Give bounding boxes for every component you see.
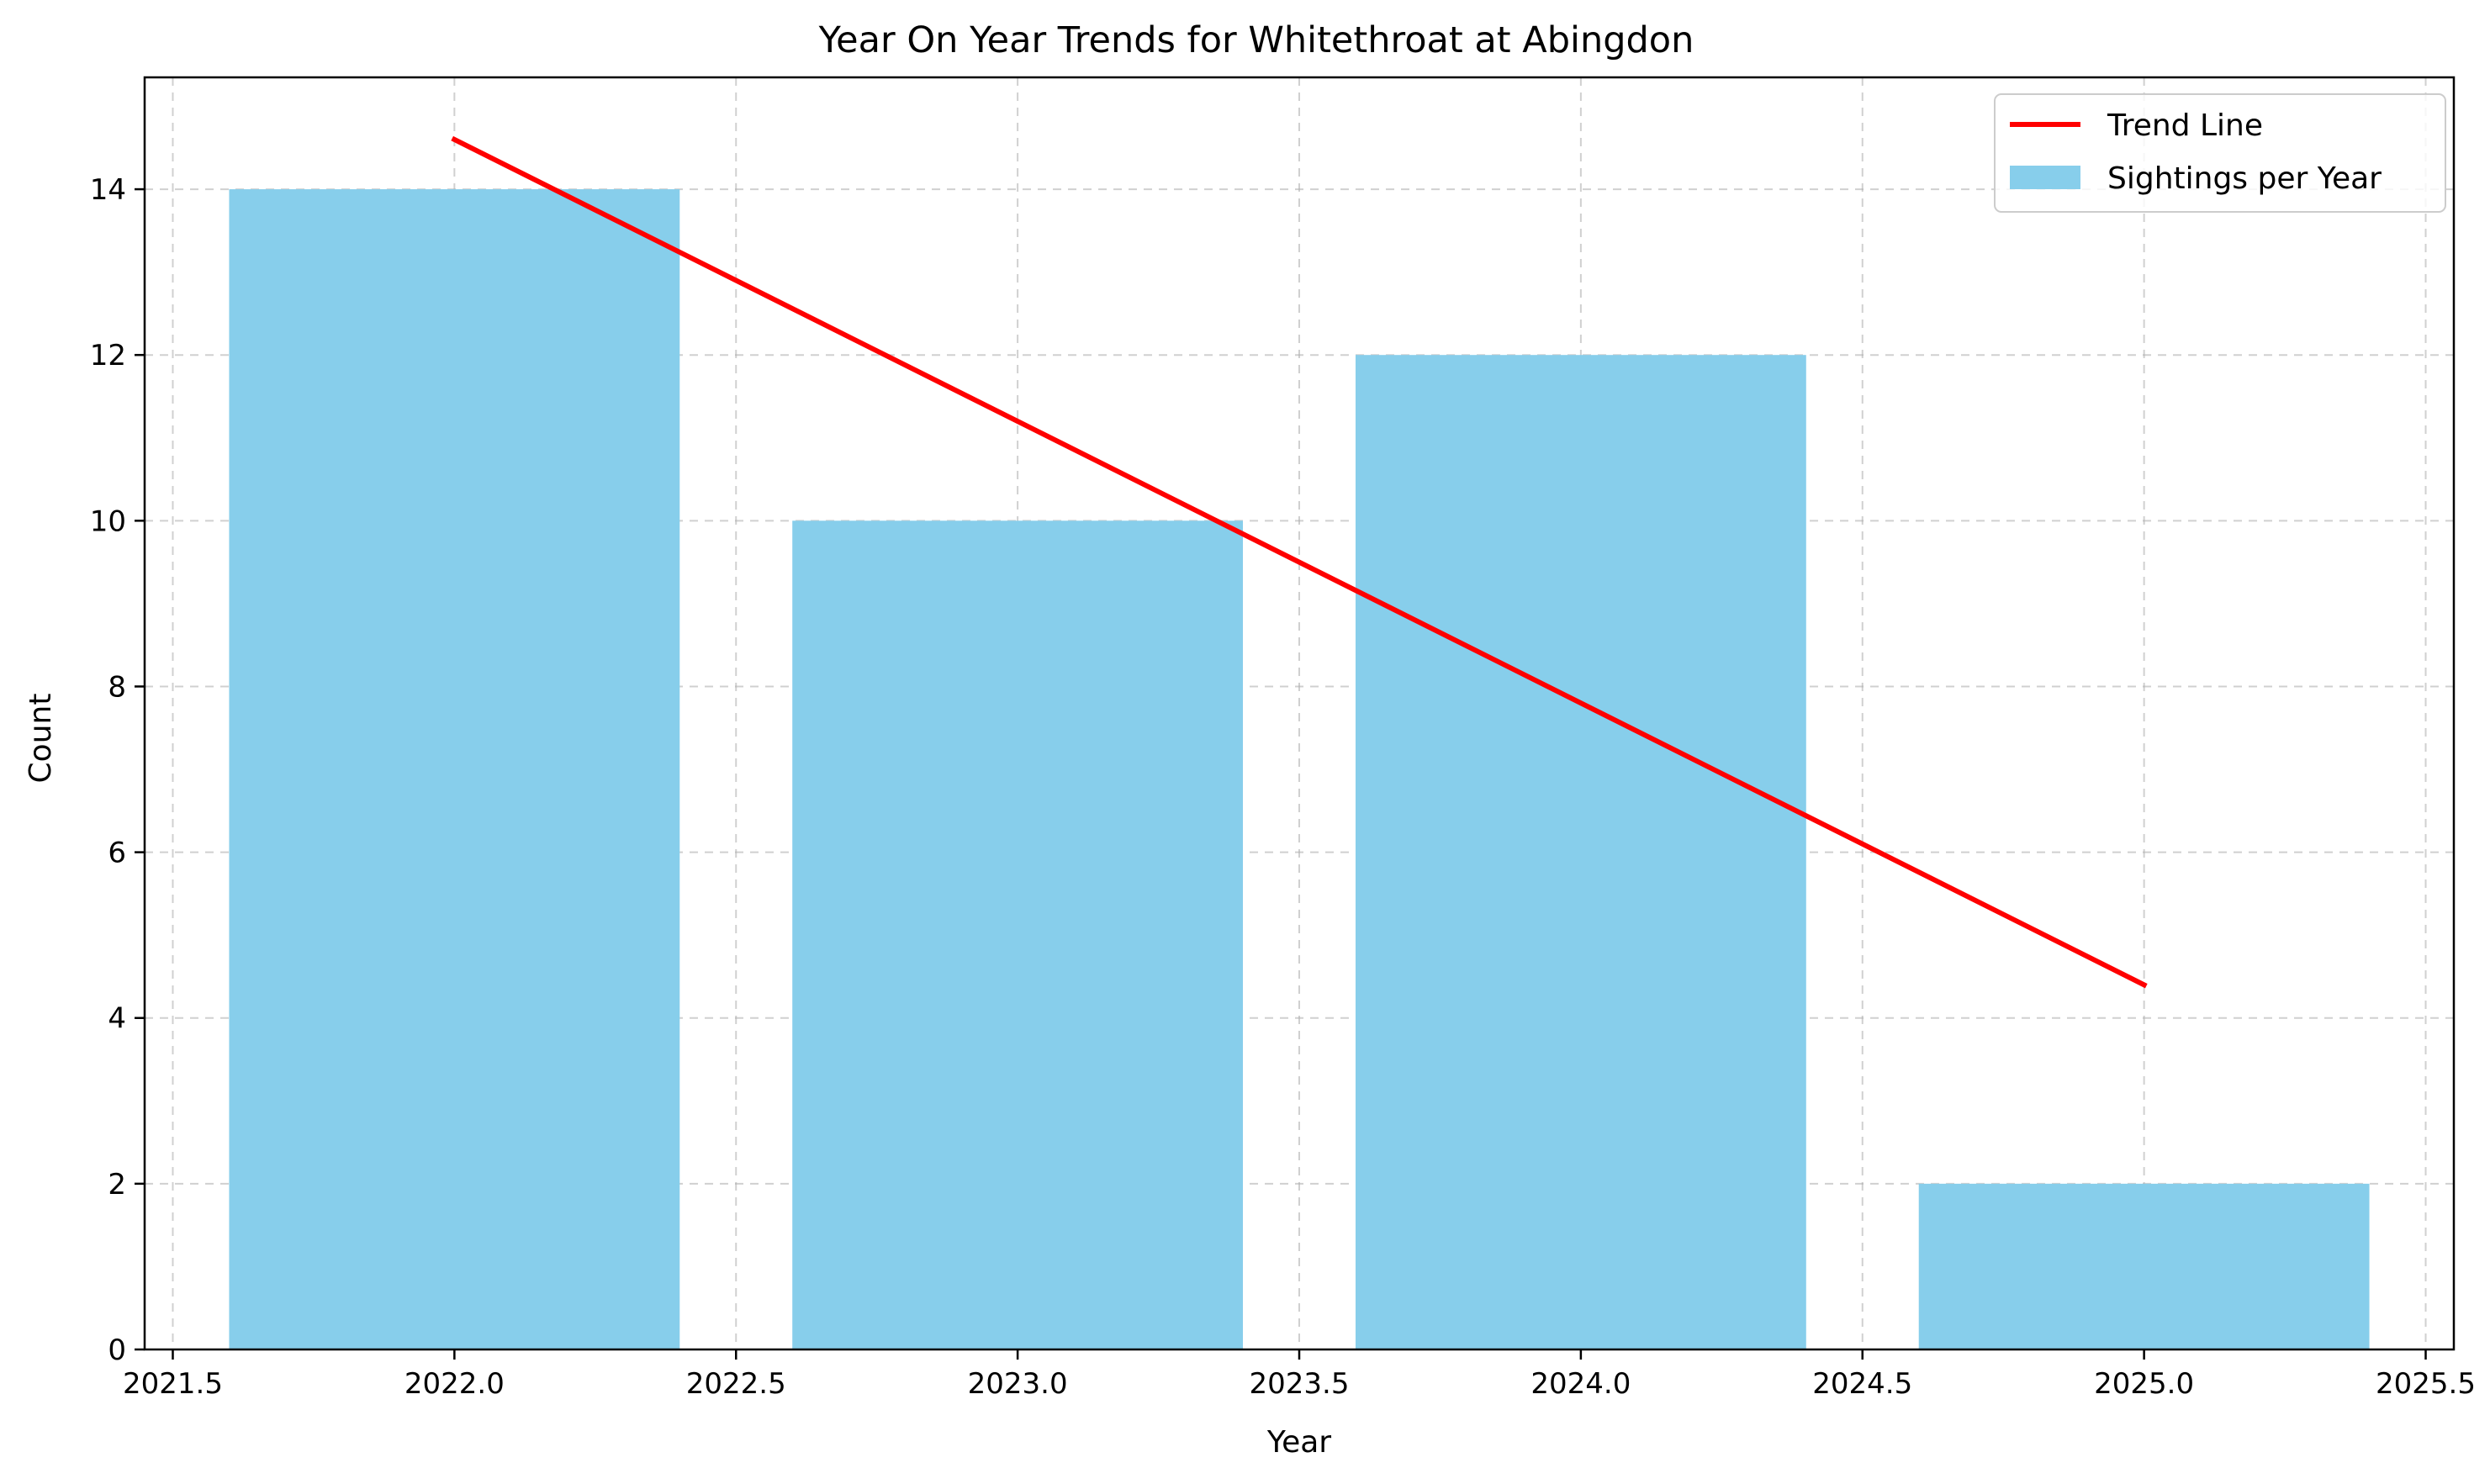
- trend-line: [451, 135, 2148, 989]
- y-tick-label: 14: [90, 173, 126, 207]
- x-tick-label: 2024.5: [1812, 1367, 1912, 1401]
- x-tick-label: 2024.0: [1530, 1367, 1631, 1401]
- legend: Trend Line Sightings per Year: [1994, 93, 2446, 213]
- y-tick-label: 4: [108, 1002, 126, 1036]
- chart-title: Year On Year Trends for Whitethroat at A…: [818, 19, 1694, 61]
- bar-2023: [792, 520, 1244, 1349]
- y-tick-label: 8: [108, 670, 126, 704]
- trend-line-layer: [451, 135, 2148, 989]
- x-tick-label: 2022.5: [686, 1367, 786, 1401]
- x-tick-label: 2023.5: [1250, 1367, 1350, 1401]
- bar-2025: [1918, 1183, 2370, 1349]
- bar-2024: [1355, 355, 1806, 1349]
- legend-swatch-sightings: [2010, 166, 2080, 189]
- x-tick-label: 2023.0: [968, 1367, 1068, 1401]
- x-axis-ticks: 2021.5 2022.0 2022.5 2023.0 2023.5 2024.0 2024…: [123, 1349, 2476, 1401]
- y-tick-label: 2: [108, 1168, 126, 1201]
- y-tick-label: 0: [108, 1333, 126, 1367]
- y-axis-label: Count: [24, 694, 58, 784]
- x-tick-label: 2025.5: [2376, 1367, 2476, 1401]
- bars: [229, 189, 2370, 1349]
- x-tick-label: 2022.0: [404, 1367, 505, 1401]
- y-axis-ticks: 0 2 4 6 8 10 12 14: [90, 173, 145, 1367]
- x-tick-label: 2021.5: [123, 1367, 223, 1401]
- legend-label-sightings: Sightings per Year: [2107, 161, 2382, 196]
- y-tick-label: 10: [90, 504, 126, 538]
- legend-label-trend-line: Trend Line: [2107, 108, 2263, 143]
- bar-2022: [229, 189, 680, 1349]
- legend-box: [1994, 93, 2446, 213]
- x-axis-label: Year: [1266, 1425, 1331, 1460]
- y-tick-label: 12: [90, 339, 126, 372]
- y-tick-label: 6: [108, 837, 126, 870]
- x-tick-label: 2025.0: [2094, 1367, 2194, 1401]
